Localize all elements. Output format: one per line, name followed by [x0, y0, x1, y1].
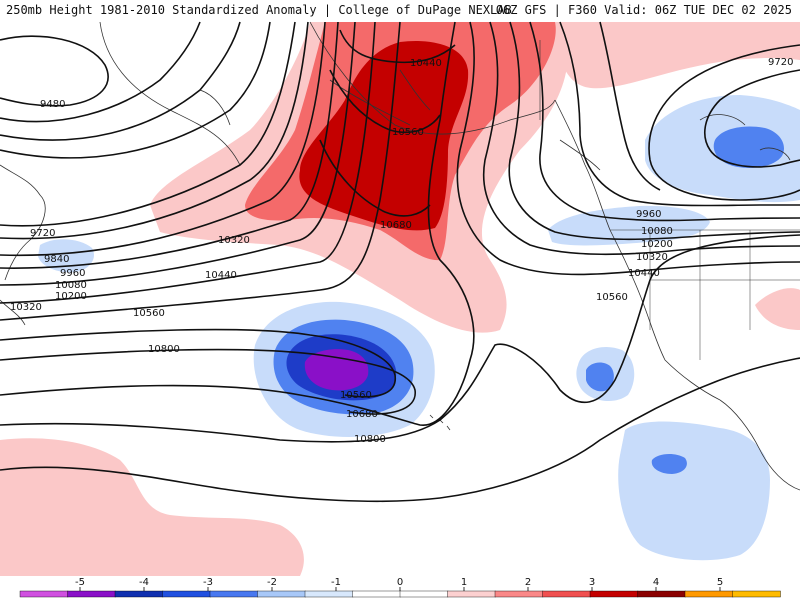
colorbar-segment	[114, 590, 164, 598]
east-anomaly-light	[558, 22, 800, 89]
colorbar-tick-label: 3	[589, 577, 595, 588]
colorbar-tick-label: 1	[461, 577, 467, 588]
colorbar-segment	[67, 590, 116, 598]
colorbar-segment	[352, 590, 401, 598]
colorbar-tick-label: -4	[139, 577, 149, 588]
contour-label: 10080	[641, 226, 673, 237]
contour-label: 9960	[636, 209, 661, 220]
colorbar-segment	[209, 590, 259, 598]
contour-label: 10080	[55, 280, 87, 291]
model-valid-time: 06Z GFS | F360 Valid: 06Z TUE DEC 02 202…	[495, 3, 792, 17]
offshore-anomaly-light	[548, 205, 710, 246]
colorbar-segment	[304, 590, 354, 598]
colorbar-segment	[19, 590, 69, 598]
contour-label: 10200	[641, 239, 673, 250]
contour-label: 10800	[148, 344, 180, 355]
anomaly-colorbar: -5 -4 -3 -2 -1 0 1 2 3 4 5	[19, 577, 781, 598]
contour-label: 10680	[346, 409, 378, 420]
colorbar-tick-label: -1	[331, 577, 341, 588]
west-anomaly-light	[38, 239, 95, 273]
colorbar-segment	[684, 590, 734, 598]
contour-label: 10320	[218, 235, 250, 246]
contour-label: 10440	[628, 268, 660, 279]
contour-label: 10320	[10, 302, 42, 313]
colorbar-tick-label: -3	[203, 577, 213, 588]
south-anomaly-mid	[651, 454, 687, 474]
coastlines	[0, 21, 800, 491]
colorbar-segment	[257, 590, 306, 598]
anomaly-shading	[0, 22, 800, 576]
colorbar-tick-label: 2	[525, 577, 531, 588]
colorbar-segment	[542, 590, 591, 598]
colorbar-segment	[637, 590, 686, 598]
contour-label: 10560	[392, 127, 424, 138]
contour-9480	[0, 35, 109, 107]
colorbar-tick-label: 0	[397, 577, 403, 588]
colorbar-segment	[589, 590, 639, 598]
contour-labels: 9480 9720 9840 9960 10080 10200 10320 10…	[10, 57, 793, 445]
colorbar-tick-label: 5	[717, 577, 723, 588]
contour-label: 9720	[768, 57, 793, 68]
se-anomaly-light	[755, 288, 800, 330]
colorbar-tick-label: 4	[653, 577, 659, 588]
se-low-anomaly-mid	[586, 362, 614, 392]
colorbar-tick-label: -5	[75, 577, 85, 588]
contour-label: 10560	[340, 390, 372, 401]
canada-anomaly-mid	[713, 126, 785, 168]
contour-label: 9840	[44, 254, 69, 265]
colorbar-tick-label: -2	[267, 577, 277, 588]
colorbar-segment	[494, 590, 544, 598]
contour-label: 10440	[410, 58, 442, 69]
contour-label: 9720	[30, 228, 55, 239]
anomaly-map: 9480 9720 9840 9960 10080 10200 10320 10…	[0, 21, 800, 576]
height-contours	[0, 21, 800, 503]
contour-label: 10320	[636, 252, 668, 263]
colorbar-segment	[162, 590, 211, 598]
contour-label: 10560	[133, 308, 165, 319]
contour-label: 10680	[380, 220, 412, 231]
colorbar-segment	[447, 590, 496, 598]
ridge-anomaly-dark	[299, 40, 469, 231]
colorbar-segment	[399, 590, 449, 598]
contour-label: 10440	[205, 270, 237, 281]
contour-label: 9480	[40, 99, 65, 110]
chart-title: 250mb Height 1981-2010 Standardized Anom…	[6, 3, 512, 17]
south-anomaly-light	[618, 421, 770, 561]
contour-label: 10200	[55, 291, 87, 302]
colorbar-segment	[732, 590, 781, 598]
contour-label: 10560	[596, 292, 628, 303]
contour-label: 10800	[354, 434, 386, 445]
sw-anomaly-light	[0, 438, 304, 576]
contour-label: 9960	[60, 268, 85, 279]
